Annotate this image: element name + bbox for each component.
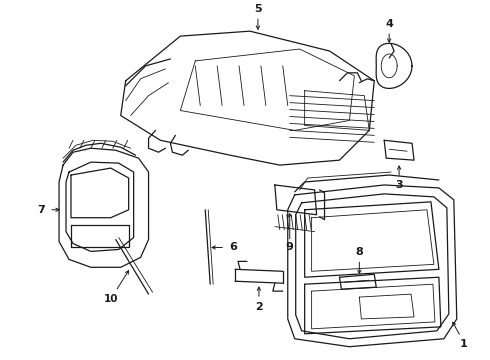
Text: 10: 10 (103, 294, 118, 304)
Text: 9: 9 (286, 243, 294, 252)
Text: 7: 7 (37, 205, 45, 215)
Text: 2: 2 (255, 302, 263, 312)
Text: 8: 8 (355, 247, 363, 257)
Text: 5: 5 (254, 4, 262, 14)
Text: 4: 4 (385, 19, 393, 29)
Text: 3: 3 (395, 180, 403, 190)
Text: 6: 6 (229, 243, 237, 252)
Text: 1: 1 (460, 339, 467, 349)
